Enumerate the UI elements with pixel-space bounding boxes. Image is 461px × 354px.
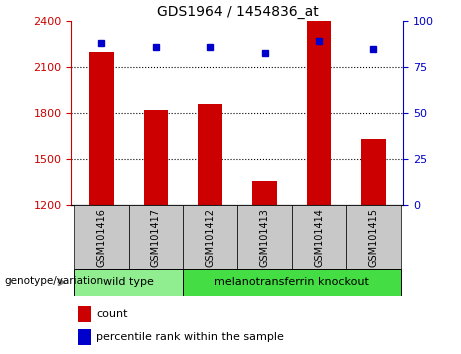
Title: GDS1964 / 1454836_at: GDS1964 / 1454836_at: [157, 5, 318, 19]
Text: GSM101416: GSM101416: [96, 208, 106, 267]
Bar: [183, 205, 237, 269]
Text: GSM101415: GSM101415: [368, 208, 378, 267]
Bar: [252, 181, 277, 205]
Bar: [129, 205, 183, 269]
Bar: [143, 110, 168, 205]
Text: genotype/variation: genotype/variation: [5, 275, 104, 286]
Bar: [292, 205, 346, 269]
Text: GSM101414: GSM101414: [314, 208, 324, 267]
Bar: [307, 21, 331, 205]
Text: GSM101417: GSM101417: [151, 208, 161, 267]
Bar: [237, 205, 292, 269]
Bar: [74, 205, 129, 269]
Bar: [361, 139, 386, 205]
Bar: [78, 329, 91, 345]
Text: wild type: wild type: [103, 277, 154, 287]
Text: melanotransferrin knockout: melanotransferrin knockout: [214, 277, 369, 287]
Text: GSM101413: GSM101413: [260, 208, 270, 267]
Bar: [198, 104, 223, 205]
Bar: [183, 269, 401, 296]
Bar: [89, 52, 113, 205]
Text: percentile rank within the sample: percentile rank within the sample: [96, 332, 284, 342]
Text: count: count: [96, 309, 128, 319]
Bar: [74, 269, 183, 296]
Bar: [346, 205, 401, 269]
Text: GSM101412: GSM101412: [205, 208, 215, 267]
Bar: [78, 306, 91, 321]
